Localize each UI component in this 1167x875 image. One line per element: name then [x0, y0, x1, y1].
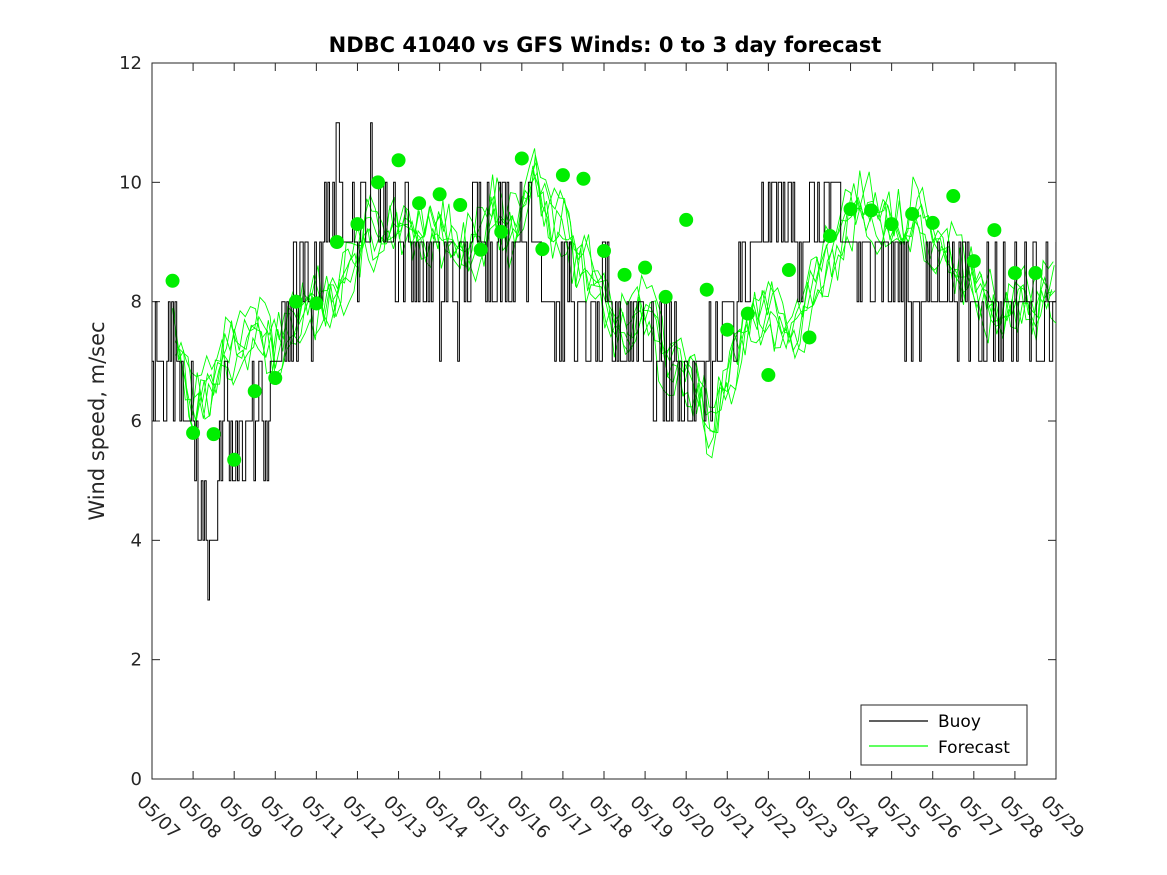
forecast-point	[514, 151, 529, 166]
forecast-point	[412, 196, 427, 211]
legend: Buoy Forecast	[860, 704, 1028, 766]
forecast-point	[679, 212, 694, 227]
forecast-point	[905, 206, 920, 221]
forecast-point	[165, 273, 180, 288]
forecast-point	[350, 217, 365, 232]
forecast-point	[823, 229, 837, 244]
y-tick-label: 2	[131, 650, 142, 671]
series-group	[152, 122, 1056, 601]
forecast-point	[535, 242, 550, 257]
forecast-point	[206, 427, 221, 442]
y-tick-label: 8	[131, 292, 142, 313]
legend-label-forecast: Forecast	[938, 738, 1010, 758]
y-tick-label: 0	[131, 769, 142, 790]
forecast-point	[268, 371, 283, 386]
forecast-point	[597, 243, 611, 258]
forecast-point	[658, 289, 673, 304]
buoy-line	[152, 122, 1056, 601]
forecast-point	[638, 260, 653, 275]
forecast-point	[740, 306, 755, 321]
y-tick-label: 12	[119, 53, 142, 74]
forecast-point	[391, 153, 406, 168]
legend-label-buoy: Buoy	[938, 712, 981, 732]
forecast-point	[371, 175, 385, 190]
forecast-point	[720, 322, 735, 337]
y-tick-label: 10	[119, 172, 142, 193]
forecast-point	[227, 452, 242, 467]
forecast-point	[884, 217, 899, 232]
forecast-point	[843, 202, 858, 217]
forecast-point	[946, 189, 961, 204]
forecast-point	[864, 203, 879, 218]
forecast-point	[453, 198, 468, 213]
forecast-point	[802, 330, 817, 345]
legend-box	[860, 704, 1028, 766]
forecast-point	[309, 296, 324, 311]
y-tick-label: 4	[131, 530, 142, 551]
forecast-point	[781, 263, 796, 278]
forecast-point	[329, 235, 344, 249]
forecast-point	[925, 215, 940, 230]
axes-frame	[151, 62, 1057, 780]
forecast-point	[699, 282, 714, 297]
y-axis-label: Wind speed, m/sec	[85, 321, 109, 520]
forecast-point	[617, 267, 632, 282]
forecast-point	[576, 171, 591, 186]
forecast-point	[432, 187, 447, 202]
forecast-point	[1007, 266, 1022, 281]
forecast-point	[761, 368, 776, 383]
forecast-point	[987, 223, 1002, 238]
chart-title: NDBC 41040 vs GFS Winds: 0 to 3 day fore…	[329, 33, 882, 57]
forecast-point	[473, 242, 488, 257]
forecast-point	[494, 224, 509, 239]
forecast-point	[247, 384, 262, 399]
forecast-point	[1028, 266, 1043, 281]
y-tick-label: 6	[131, 411, 142, 432]
forecast-point	[966, 254, 981, 269]
forecast-point	[186, 425, 201, 440]
forecast-point	[288, 294, 303, 309]
forecast-point	[555, 168, 570, 183]
